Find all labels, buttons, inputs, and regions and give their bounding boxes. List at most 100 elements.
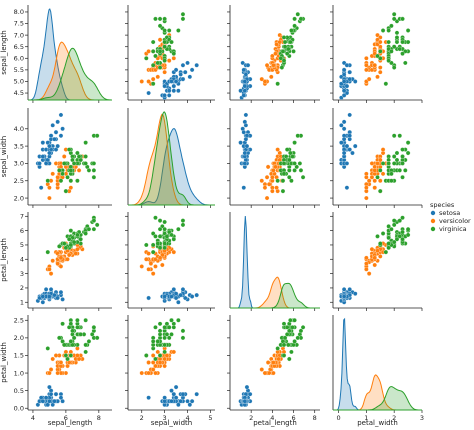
point	[173, 384, 179, 390]
point	[169, 388, 174, 393]
point	[284, 147, 290, 152]
point	[68, 339, 74, 344]
point	[270, 53, 275, 59]
point	[75, 232, 80, 238]
point	[180, 12, 186, 17]
point	[76, 168, 82, 173]
point	[47, 384, 52, 390]
point	[83, 231, 88, 236]
point	[91, 161, 97, 166]
x-tick-label: 8	[313, 414, 317, 422]
point	[394, 150, 400, 156]
point	[144, 56, 149, 61]
point	[386, 39, 391, 45]
point	[380, 231, 386, 236]
point	[153, 264, 158, 269]
y-tick-label: 2.0	[14, 194, 24, 202]
point	[66, 147, 72, 152]
panel	[330, 212, 423, 311]
point	[275, 346, 280, 351]
point	[48, 391, 54, 397]
point	[71, 161, 77, 166]
point	[144, 242, 149, 248]
point	[405, 28, 411, 33]
panel	[125, 212, 215, 311]
point	[162, 58, 167, 63]
point	[242, 88, 248, 93]
point	[375, 248, 380, 253]
point	[171, 51, 177, 56]
point	[394, 35, 400, 40]
point	[375, 53, 380, 59]
point	[242, 150, 248, 156]
point	[162, 83, 167, 89]
point	[176, 318, 181, 323]
point	[38, 185, 44, 190]
legend-swatch	[430, 226, 436, 232]
point	[83, 342, 88, 348]
point	[153, 234, 158, 239]
point	[288, 39, 293, 45]
point	[241, 185, 247, 190]
x-tick-label: 2	[249, 414, 253, 422]
point	[280, 178, 286, 183]
point	[83, 154, 88, 159]
point	[139, 79, 144, 84]
point	[265, 164, 271, 170]
point	[180, 62, 186, 68]
x-tick-label: 5	[208, 414, 212, 422]
point	[171, 349, 177, 355]
point	[58, 289, 64, 295]
point	[63, 188, 69, 194]
point	[400, 215, 405, 220]
point	[155, 241, 161, 246]
point	[58, 112, 64, 118]
point	[400, 175, 405, 180]
y-tick-label: 1.5	[14, 352, 24, 360]
point	[269, 74, 274, 80]
point	[403, 60, 408, 66]
point	[341, 67, 347, 73]
point	[189, 294, 195, 299]
point	[397, 218, 402, 223]
point	[244, 384, 250, 390]
point	[78, 332, 83, 337]
point	[238, 140, 243, 145]
y-tick-label: 5	[20, 241, 24, 249]
point	[287, 157, 292, 163]
point	[194, 391, 199, 397]
point	[386, 161, 391, 166]
point	[400, 16, 405, 22]
point	[75, 247, 80, 252]
panel: 2 4 6 8	[227, 315, 320, 422]
point	[259, 76, 265, 82]
y-tick-label: 6	[20, 227, 24, 235]
point	[75, 318, 80, 323]
point	[288, 318, 293, 323]
point	[391, 154, 397, 159]
point	[298, 328, 304, 334]
point	[391, 239, 397, 245]
point	[157, 65, 163, 70]
point	[364, 175, 369, 180]
point	[378, 241, 383, 246]
y-tick-label: 2.0	[14, 334, 24, 342]
point	[292, 140, 297, 145]
point	[281, 161, 287, 166]
point	[375, 161, 380, 166]
point	[275, 147, 280, 152]
point	[400, 147, 405, 152]
y-tick-label: 8.0	[14, 8, 24, 16]
point	[241, 129, 247, 135]
point	[391, 12, 397, 17]
point	[66, 236, 72, 242]
point	[73, 251, 79, 256]
point	[150, 249, 156, 255]
point	[364, 255, 369, 261]
point	[281, 342, 287, 348]
x-tick-label: 2	[392, 414, 396, 422]
point	[259, 178, 265, 183]
point	[150, 81, 156, 87]
point	[162, 245, 167, 251]
point	[280, 188, 286, 194]
